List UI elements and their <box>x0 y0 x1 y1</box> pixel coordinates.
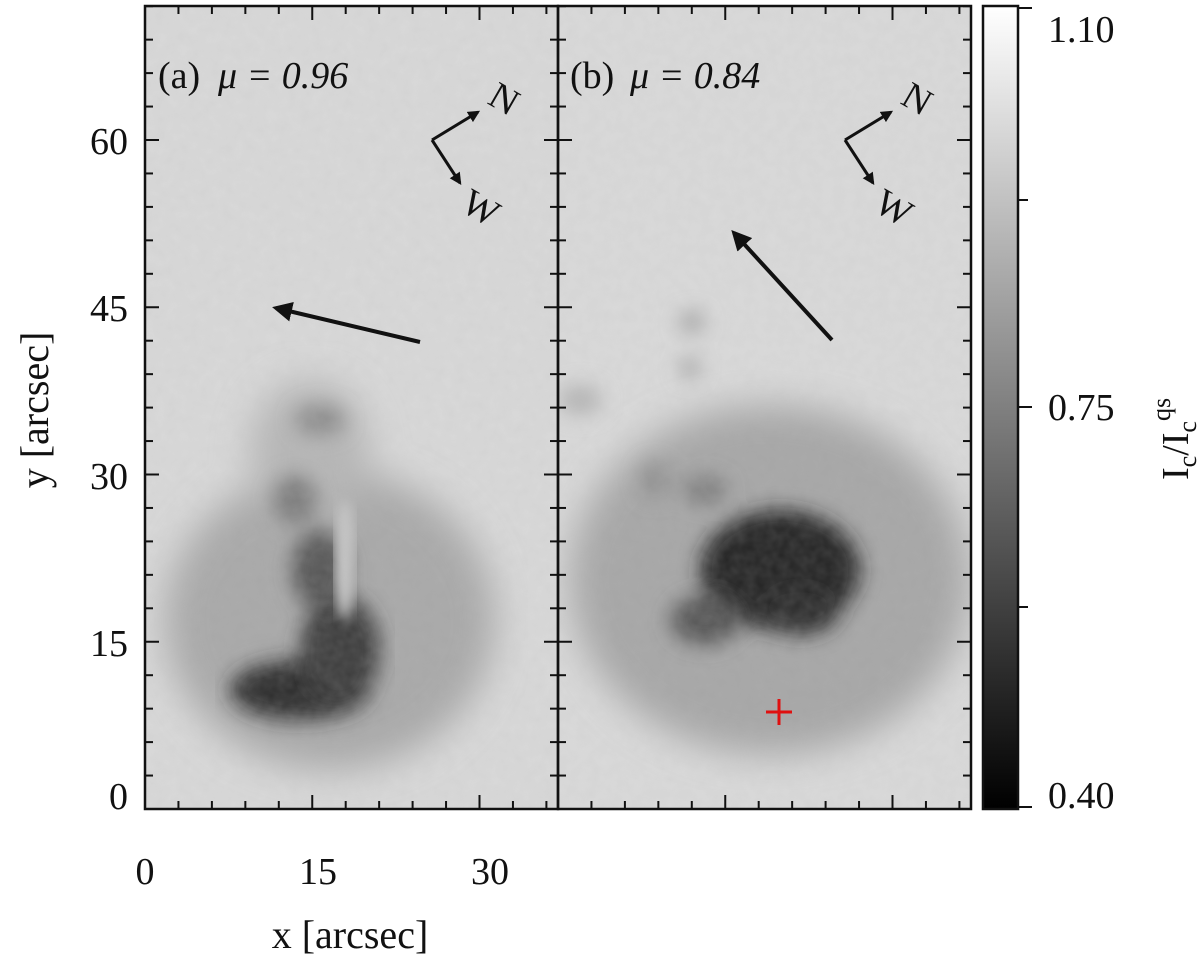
y-tick-label: 0 <box>109 776 128 818</box>
panel-b-direction-arrow <box>731 230 834 342</box>
colorbar-tick-label: 0.40 <box>1048 775 1115 817</box>
y-axis-label: y [arcsec] <box>12 332 57 489</box>
colorbar-tick-label: 1.10 <box>1048 9 1115 51</box>
x-tick-label: 0 <box>136 851 155 893</box>
panel-a-direction-arrow <box>272 301 421 344</box>
axis-ticks <box>144 5 971 810</box>
x-tick-label: 15 <box>299 851 337 893</box>
panel-a-label: (a) <box>158 55 200 97</box>
panel-a-mu: μ = 0.96 <box>217 55 348 97</box>
panel-b-label: (b) <box>570 55 614 97</box>
colorbar <box>981 4 1020 811</box>
y-tick-label: 45 <box>90 288 128 330</box>
panel-b-image <box>558 6 971 809</box>
reference-marker <box>766 699 792 725</box>
y-tick-label: 30 <box>90 456 128 498</box>
x-tick-label: 30 <box>471 851 509 893</box>
panel-b-mu: μ = 0.84 <box>629 55 760 97</box>
colorbar-label: Ic/Icqs <box>1147 398 1200 480</box>
panel-a-image <box>145 6 558 809</box>
y-tick-label: 60 <box>90 121 128 163</box>
colorbar-ticks <box>1018 7 1032 808</box>
x-axis-label: x [arcsec] <box>272 912 429 957</box>
colorbar-tick-label: 0.75 <box>1048 387 1115 429</box>
y-tick-label: 15 <box>90 623 128 665</box>
